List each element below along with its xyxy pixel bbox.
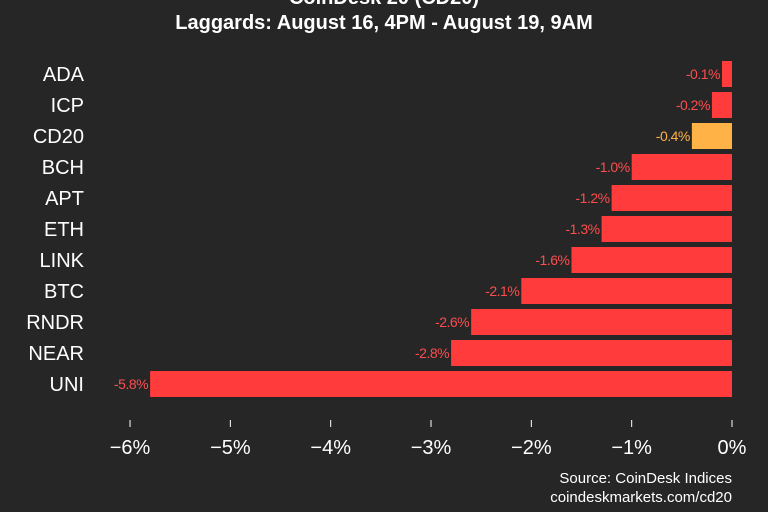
- category-label-bch: BCH: [42, 157, 84, 179]
- data-label-rndr: -2.6%: [435, 314, 469, 330]
- x-tick-label: −5%: [210, 437, 251, 459]
- data-label-link: -1.6%: [535, 252, 569, 268]
- bar-bch: [631, 154, 732, 180]
- data-label-apt: -1.2%: [576, 190, 610, 206]
- category-label-icp: ICP: [51, 95, 84, 117]
- bar-uni: [150, 371, 732, 397]
- bar-icp: [711, 92, 732, 118]
- x-tick-label: −1%: [611, 437, 652, 459]
- bar-link: [571, 247, 732, 273]
- category-label-ada: ADA: [43, 64, 85, 86]
- x-tick-label: 0%: [718, 437, 747, 459]
- data-label-near: -2.8%: [415, 345, 449, 361]
- source-url: coindeskmarkets.com/cd20: [550, 489, 732, 506]
- data-label-uni: -5.8%: [114, 376, 148, 392]
- data-label-bch: -1.0%: [596, 159, 630, 175]
- source-text: Source: CoinDesk Indices: [559, 470, 732, 487]
- data-label-ada: -0.1%: [686, 66, 720, 82]
- bar-cd20: [691, 123, 732, 149]
- category-label-rndr: RNDR: [26, 312, 84, 334]
- x-tick-label: −4%: [310, 437, 351, 459]
- x-tick-label: −6%: [110, 437, 151, 459]
- category-label-apt: APT: [45, 188, 84, 210]
- x-tick-label: −2%: [511, 437, 552, 459]
- x-tick-label: −3%: [411, 437, 452, 459]
- bar-rndr: [471, 309, 732, 335]
- category-label-btc: BTC: [44, 281, 84, 303]
- category-label-link: LINK: [40, 250, 85, 272]
- bar-btc: [521, 278, 732, 304]
- bar-ada: [721, 61, 732, 87]
- category-label-eth: ETH: [44, 219, 84, 241]
- chart-title: CoinDesk 20 (CD20): [0, 0, 768, 10]
- bar-eth: [601, 216, 732, 242]
- bar-apt: [611, 185, 732, 211]
- data-label-cd20: -0.4%: [656, 128, 690, 144]
- category-label-near: NEAR: [28, 343, 84, 365]
- category-label-cd20: CD20: [33, 126, 84, 148]
- category-label-uni: UNI: [50, 374, 84, 396]
- bar-near: [451, 340, 732, 366]
- data-label-eth: -1.3%: [565, 221, 599, 237]
- data-label-btc: -2.1%: [485, 283, 519, 299]
- data-label-icp: -0.2%: [676, 97, 710, 113]
- chart-subtitle: Laggards: August 16, 4PM - August 19, 9A…: [175, 12, 593, 34]
